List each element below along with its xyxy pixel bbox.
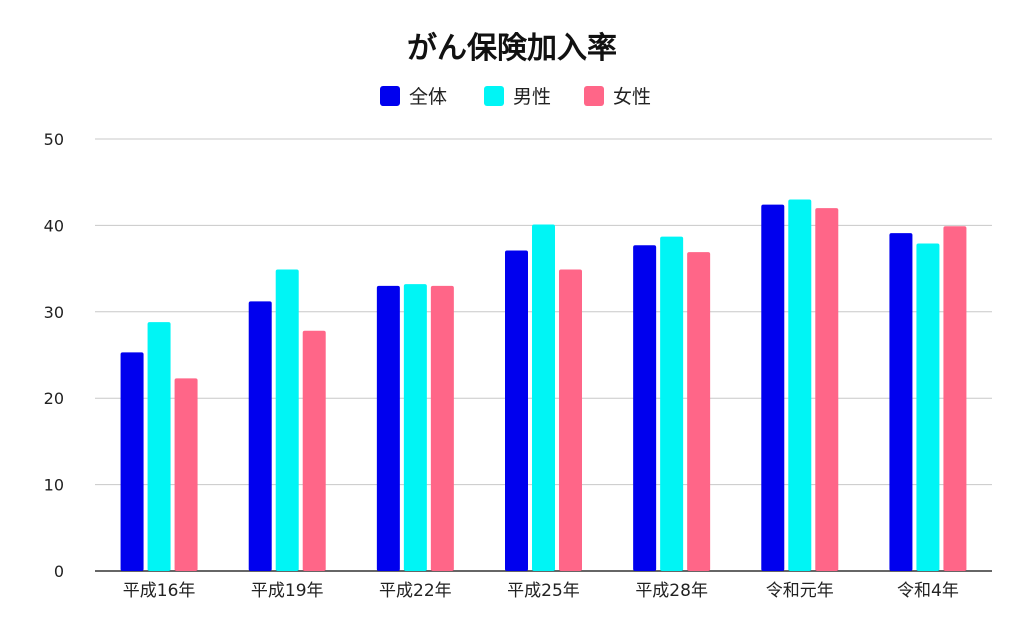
bar bbox=[633, 245, 657, 571]
bar bbox=[120, 352, 144, 571]
bar bbox=[761, 204, 785, 571]
bar bbox=[559, 269, 582, 571]
x-tick-label: 平成28年 bbox=[635, 581, 708, 601]
legend-swatch bbox=[584, 86, 604, 106]
x-axis-labels: 平成16年 平成19年 平成22年 平成25年 平成28年 令和元年 令和4年 bbox=[123, 581, 959, 601]
bar bbox=[403, 284, 427, 571]
bar bbox=[687, 252, 711, 571]
x-tick-label: 令和4年 bbox=[897, 581, 959, 601]
x-tick-label: 平成19年 bbox=[251, 581, 324, 601]
y-tick-label: 20 bbox=[44, 389, 64, 408]
legend-label: 全体 bbox=[409, 86, 447, 108]
bar bbox=[174, 378, 198, 571]
y-tick-label: 40 bbox=[44, 216, 64, 235]
bar bbox=[505, 250, 528, 571]
bar bbox=[660, 236, 684, 571]
y-tick-label: 30 bbox=[44, 303, 64, 322]
legend-swatch bbox=[484, 86, 504, 106]
legend: 全体 男性 女性 bbox=[380, 86, 651, 108]
bar bbox=[532, 224, 555, 571]
bar bbox=[376, 285, 400, 571]
x-tick-label: 令和元年 bbox=[766, 581, 834, 601]
bar bbox=[788, 199, 812, 572]
y-tick-label: 50 bbox=[44, 130, 64, 149]
bar bbox=[916, 243, 940, 571]
x-tick-label: 平成22年 bbox=[379, 581, 452, 601]
y-tick-label: 10 bbox=[44, 476, 64, 495]
chart-title: がん保険加入率 bbox=[407, 31, 617, 66]
y-tick-label: 0 bbox=[54, 562, 64, 581]
bar bbox=[275, 269, 299, 571]
bar bbox=[815, 208, 839, 571]
bar bbox=[147, 322, 171, 571]
x-tick-label: 平成25年 bbox=[507, 581, 580, 601]
bar bbox=[430, 285, 454, 571]
bars bbox=[120, 199, 967, 572]
y-axis-ticks: 0 10 20 30 40 50 bbox=[44, 130, 64, 581]
bar bbox=[943, 226, 967, 571]
bar bbox=[302, 330, 326, 571]
bar bbox=[248, 301, 272, 571]
legend-label: 女性 bbox=[613, 86, 651, 108]
bar bbox=[889, 233, 913, 571]
legend-swatch bbox=[380, 86, 400, 106]
x-tick-label: 平成16年 bbox=[123, 581, 196, 601]
legend-label: 男性 bbox=[513, 86, 551, 108]
